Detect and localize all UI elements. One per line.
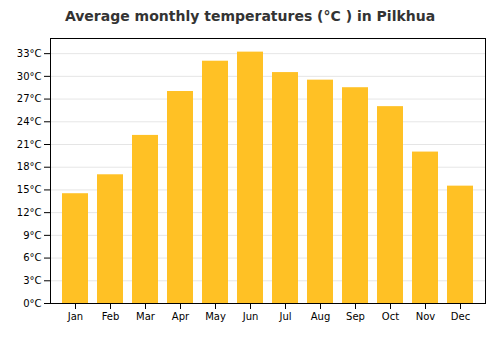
svg-text:30°C: 30°C bbox=[17, 71, 42, 82]
svg-text:Jun: Jun bbox=[242, 311, 259, 322]
svg-text:6°C: 6°C bbox=[23, 252, 41, 263]
svg-text:Dec: Dec bbox=[451, 311, 470, 322]
svg-text:Mar: Mar bbox=[136, 311, 156, 322]
svg-text:Feb: Feb bbox=[102, 311, 120, 322]
svg-text:3°C: 3°C bbox=[23, 275, 41, 286]
svg-text:15°C: 15°C bbox=[17, 184, 42, 195]
svg-text:Nov: Nov bbox=[416, 311, 436, 322]
html-text:Average monthly temperatures (: Average monthly temperatures (°C ) in Pi… bbox=[64, 8, 436, 24]
svg-text:24°C: 24°C bbox=[17, 116, 42, 127]
svg-text:21°C: 21°C bbox=[17, 139, 42, 150]
svg-text:0°C: 0°C bbox=[23, 298, 41, 309]
svg-text:27°C: 27°C bbox=[17, 93, 42, 104]
svg-text:Oct: Oct bbox=[382, 311, 399, 322]
svg-text:12°C: 12°C bbox=[17, 207, 42, 218]
svg-text:Aug: Aug bbox=[311, 311, 331, 322]
svg-text:33°C: 33°C bbox=[17, 48, 42, 59]
svg-text:May: May bbox=[205, 311, 226, 322]
svg-text:9°C: 9°C bbox=[23, 230, 41, 241]
svg-text:Apr: Apr bbox=[172, 311, 190, 322]
svg-text:Jan: Jan bbox=[67, 311, 83, 322]
svg-text:Jul: Jul bbox=[278, 311, 291, 322]
svg-text:18°C: 18°C bbox=[17, 161, 42, 172]
svg-text:Sep: Sep bbox=[346, 311, 365, 322]
